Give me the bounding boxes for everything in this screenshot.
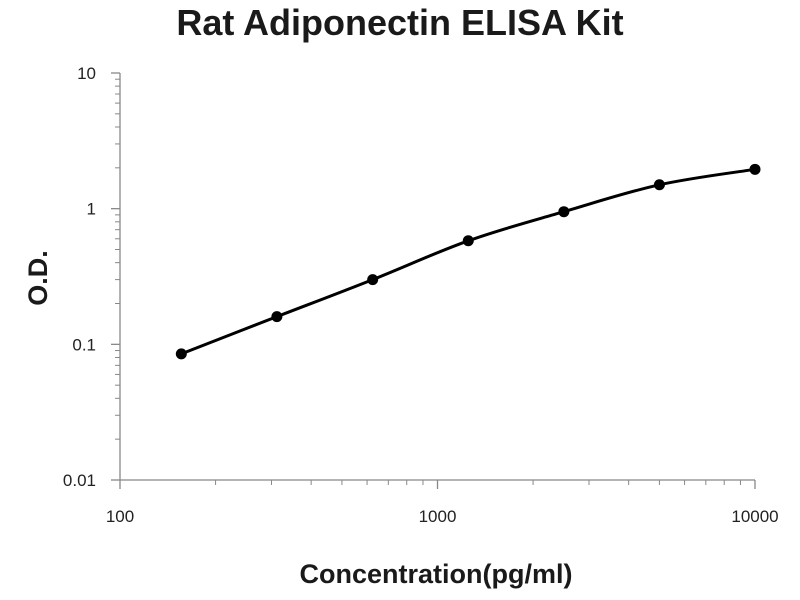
data-point: [462, 235, 474, 247]
data-point: [175, 348, 187, 360]
y-tick-label: 0.1: [72, 335, 96, 354]
data-point: [558, 206, 570, 218]
y-axis-title: O.D.: [23, 250, 53, 306]
fit-curve: [180, 167, 756, 356]
data-point: [653, 179, 665, 191]
chart-title: Rat Adiponectin ELISA Kit: [176, 2, 624, 43]
data-points: [175, 163, 761, 360]
x-tick-label: 100: [106, 507, 134, 526]
x-tick-label: 1000: [419, 507, 457, 526]
x-tick-label: 10000: [731, 507, 778, 526]
y-tick-label: 10: [77, 64, 96, 83]
y-tick-label: 0.01: [63, 471, 96, 490]
axes: 100 1000 10000 0.01 0.1 1 10: [63, 64, 779, 526]
data-point: [749, 163, 761, 175]
y-tick-label: 1: [87, 200, 96, 219]
data-point: [271, 311, 283, 323]
x-axis-title: Concentration(pg/ml): [300, 559, 573, 589]
data-point: [367, 274, 379, 286]
